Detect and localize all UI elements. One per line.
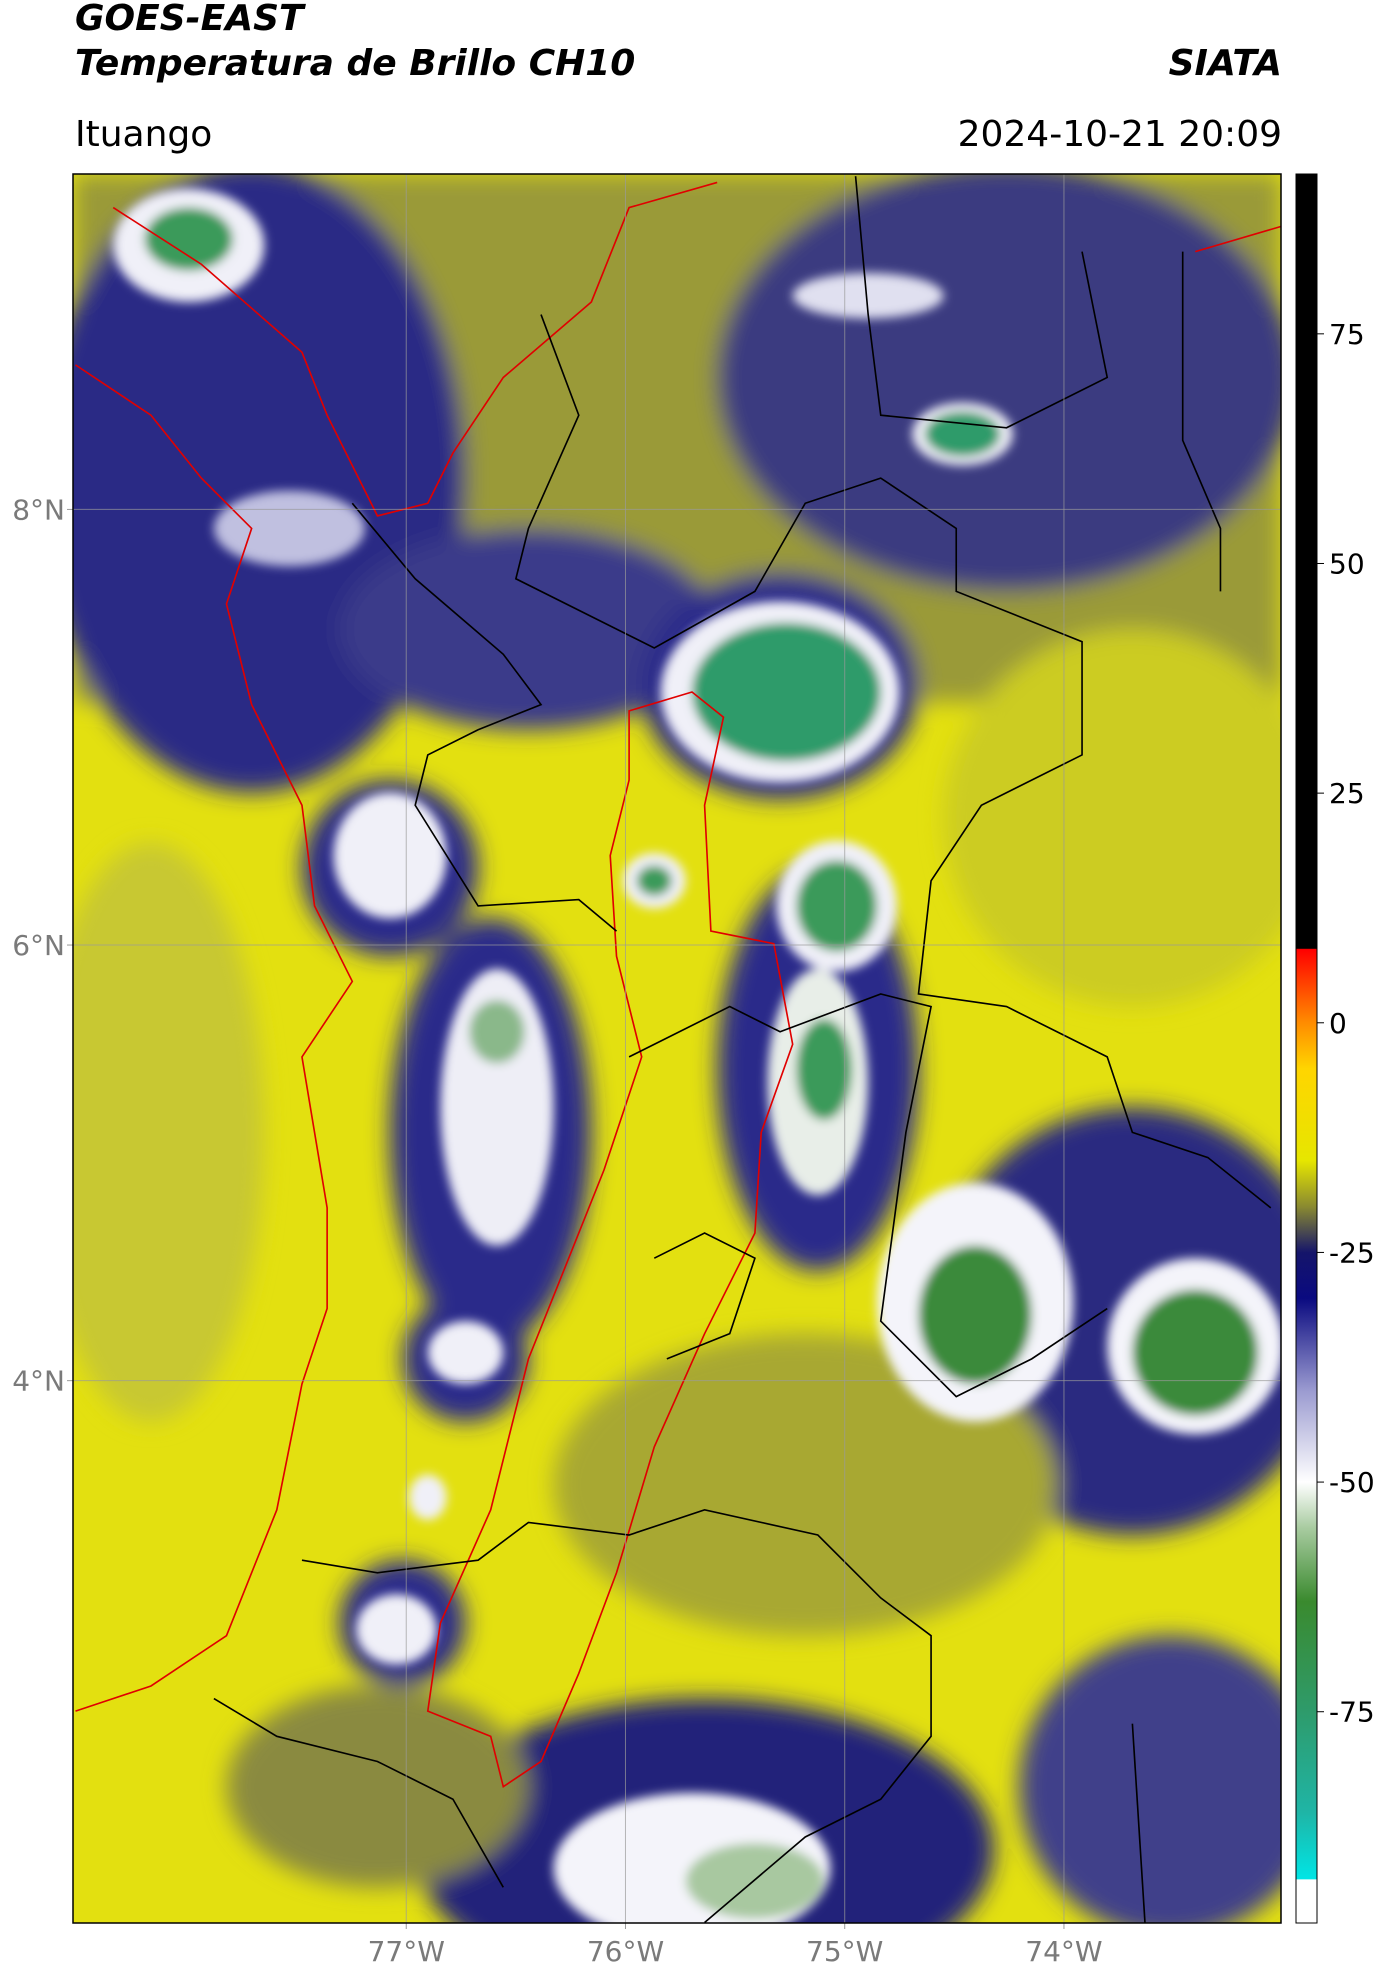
- colorbar-tick-label: 75: [1329, 318, 1365, 351]
- colorbar: 75 50 25 0 -25 -50 -75: [1295, 173, 1375, 1924]
- location: Ituango: [75, 114, 212, 155]
- colorbar-scale: [1295, 173, 1318, 1924]
- colorbar-tick-label: 50: [1329, 547, 1365, 580]
- title: GOES-EAST: [75, 0, 306, 39]
- y-tick-label: 6°N: [12, 929, 65, 962]
- colorbar-tick-label: -75: [1329, 1696, 1375, 1729]
- x-tick-label: 74°W: [1025, 1935, 1102, 1968]
- y-tick-label: 4°N: [12, 1365, 65, 1398]
- colorbar-tick-label: -50: [1329, 1466, 1375, 1499]
- subtitle: Temperatura de Brillo CH10: [75, 43, 635, 84]
- x-tick-label: 75°W: [806, 1935, 883, 1968]
- brand: SIATA: [1169, 43, 1282, 84]
- datetime: 2024-10-21 20:09: [958, 114, 1282, 155]
- colorbar-tick-label: 0: [1329, 1007, 1347, 1040]
- colorbar-tick-label: -25: [1329, 1236, 1375, 1269]
- colorbar-tick-label: 25: [1329, 777, 1365, 810]
- y-tick-label: 8°N: [12, 493, 65, 526]
- satellite-image: [72, 173, 1281, 1923]
- map-frame: [72, 173, 1282, 1924]
- x-tick-label: 77°W: [368, 1935, 445, 1968]
- graticule: 77°W 76°W 75°W 74°W 8°N 6°N 4°N: [12, 174, 1281, 1968]
- x-tick-label: 76°W: [587, 1935, 664, 1968]
